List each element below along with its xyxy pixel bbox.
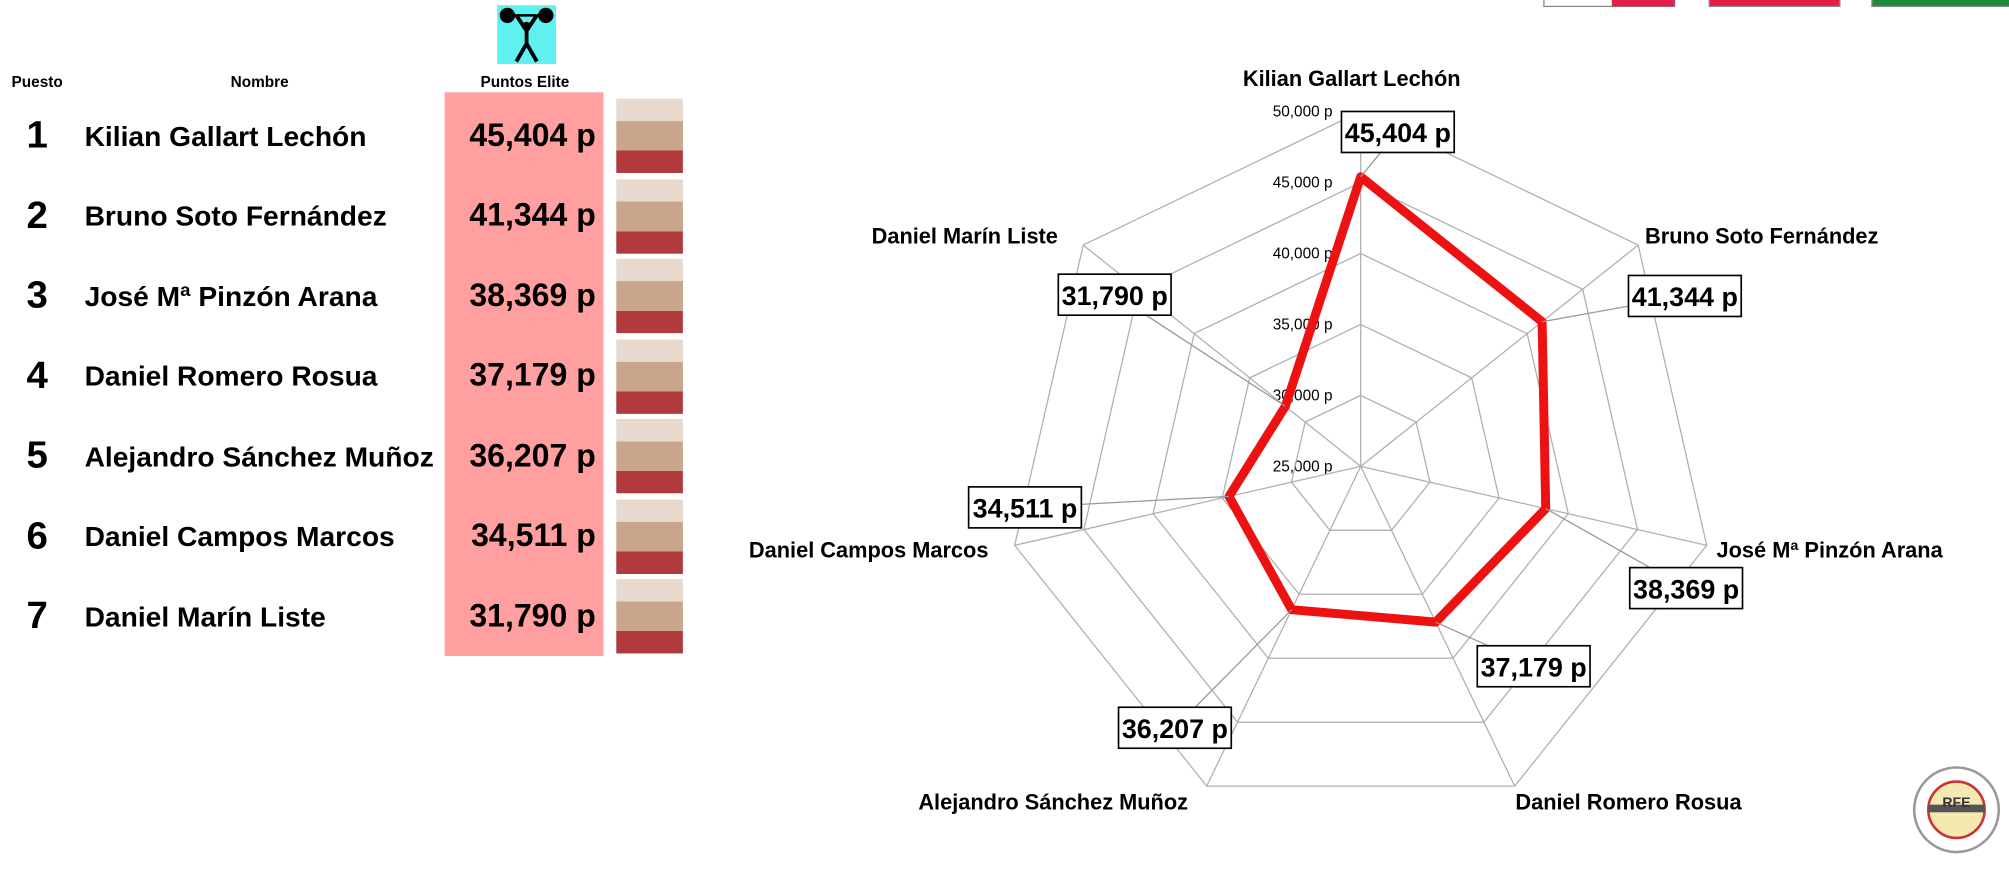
points: 41,344 p (469, 197, 596, 234)
points: 38,369 p (469, 277, 596, 314)
row: 2 Bruno Soto Fernández 41,344 p (0, 176, 718, 255)
athlete-name: Daniel Marín Liste (84, 600, 326, 633)
category-label: Daniel Campos Marcos (749, 537, 989, 562)
row: 3 José Mª Pinzón Arana 38,369 p (0, 256, 718, 335)
series-line (1224, 172, 1551, 627)
spoke (1360, 244, 1639, 467)
federation-logo: RFE (1912, 766, 2001, 854)
grid-ring (1290, 394, 1431, 531)
athlete-name: Bruno Soto Fernández (84, 199, 387, 232)
label-box (1117, 706, 1233, 750)
spoke (1360, 466, 1516, 787)
tick-label: 25,000 p (1273, 458, 1333, 475)
category-label: Alejandro Sánchez Muñoz (918, 790, 1188, 815)
grid-ring (1083, 181, 1639, 723)
rank: 6 (26, 514, 48, 557)
data-label: 45,404 p (1345, 118, 1451, 148)
label-box (967, 486, 1083, 529)
row: 1 Kilian Gallart Lechón 45,404 p (0, 96, 718, 175)
rank: 1 (26, 114, 48, 157)
rank: 4 (26, 354, 48, 397)
photo (616, 338, 683, 414)
data-label: 31,790 p (1062, 281, 1168, 311)
category-label: Bruno Soto Fernández (1645, 223, 1878, 248)
row: 6 Daniel Campos Marcos 34,511 p (0, 496, 718, 575)
label-box (1057, 273, 1172, 317)
rank: 2 (26, 194, 48, 237)
label-box (1340, 110, 1456, 154)
svg-text:RFE: RFE (1942, 794, 1970, 810)
label-box (1476, 644, 1591, 688)
points: 31,790 p (469, 597, 596, 634)
row: 4 Daniel Romero Rosua 37,179 p (0, 336, 718, 415)
row: 7 Daniel Marín Liste 31,790 p (0, 577, 718, 656)
data-label: 34,511 p (973, 494, 1078, 524)
tick-label: 50,000 p (1273, 104, 1333, 121)
photo (616, 178, 683, 254)
grid-ring (1221, 323, 1500, 595)
athlete-name: Daniel Romero Rosua (84, 360, 378, 393)
label-box (1627, 274, 1743, 318)
points: 36,207 p (469, 437, 596, 474)
points: 34,511 p (471, 517, 596, 554)
athlete-name: Alejandro Sánchez Muñoz (84, 440, 434, 473)
tick-label: 35,000 p (1273, 317, 1333, 334)
button (1611, 0, 1675, 7)
points: 37,179 p (469, 357, 596, 394)
spoke (1360, 465, 1707, 546)
data-label: 38,369 p (1633, 574, 1739, 604)
header: Puntos Elite (480, 73, 570, 91)
rank: 3 (26, 274, 48, 317)
tick-label: 30,000 p (1273, 388, 1333, 405)
button (1708, 0, 1841, 8)
button (1871, 0, 2009, 8)
category-label: Kilian Gallart Lechón (1243, 66, 1461, 91)
row: 5 Alejandro Sánchez Muñoz 36,207 p (0, 416, 718, 495)
grid-ring (1152, 252, 1569, 659)
photo (616, 258, 683, 334)
spoke (1014, 465, 1361, 546)
photo (616, 579, 683, 654)
athlete-name: José Mª Pinzón Arana (84, 279, 378, 312)
data-label: 36,207 p (1122, 714, 1228, 744)
data-label: 41,344 p (1632, 282, 1738, 312)
weightlifter-icon (497, 5, 557, 65)
athlete-name: Daniel Campos Marcos (84, 520, 395, 553)
category-label: Daniel Romero Rosua (1515, 790, 1742, 815)
spoke (1206, 466, 1362, 787)
rank: 5 (26, 434, 48, 477)
athlete-name: Kilian Gallart Lechón (84, 119, 367, 152)
category-label: José Mª Pinzón Arana (1717, 537, 1944, 562)
tick-label: 45,000 p (1273, 175, 1333, 192)
label-box (1628, 566, 1744, 610)
header: Nombre (230, 73, 289, 91)
data-label: 37,179 p (1481, 653, 1587, 683)
header: Puesto (11, 73, 63, 91)
photo (616, 418, 683, 494)
points: 45,404 p (469, 117, 596, 154)
photo (616, 499, 683, 574)
tick-label: 40,000 p (1273, 246, 1333, 263)
photo (616, 98, 683, 173)
rank: 7 (26, 594, 48, 637)
category-label: Daniel Marín Liste (872, 223, 1058, 248)
points-column (444, 92, 604, 656)
